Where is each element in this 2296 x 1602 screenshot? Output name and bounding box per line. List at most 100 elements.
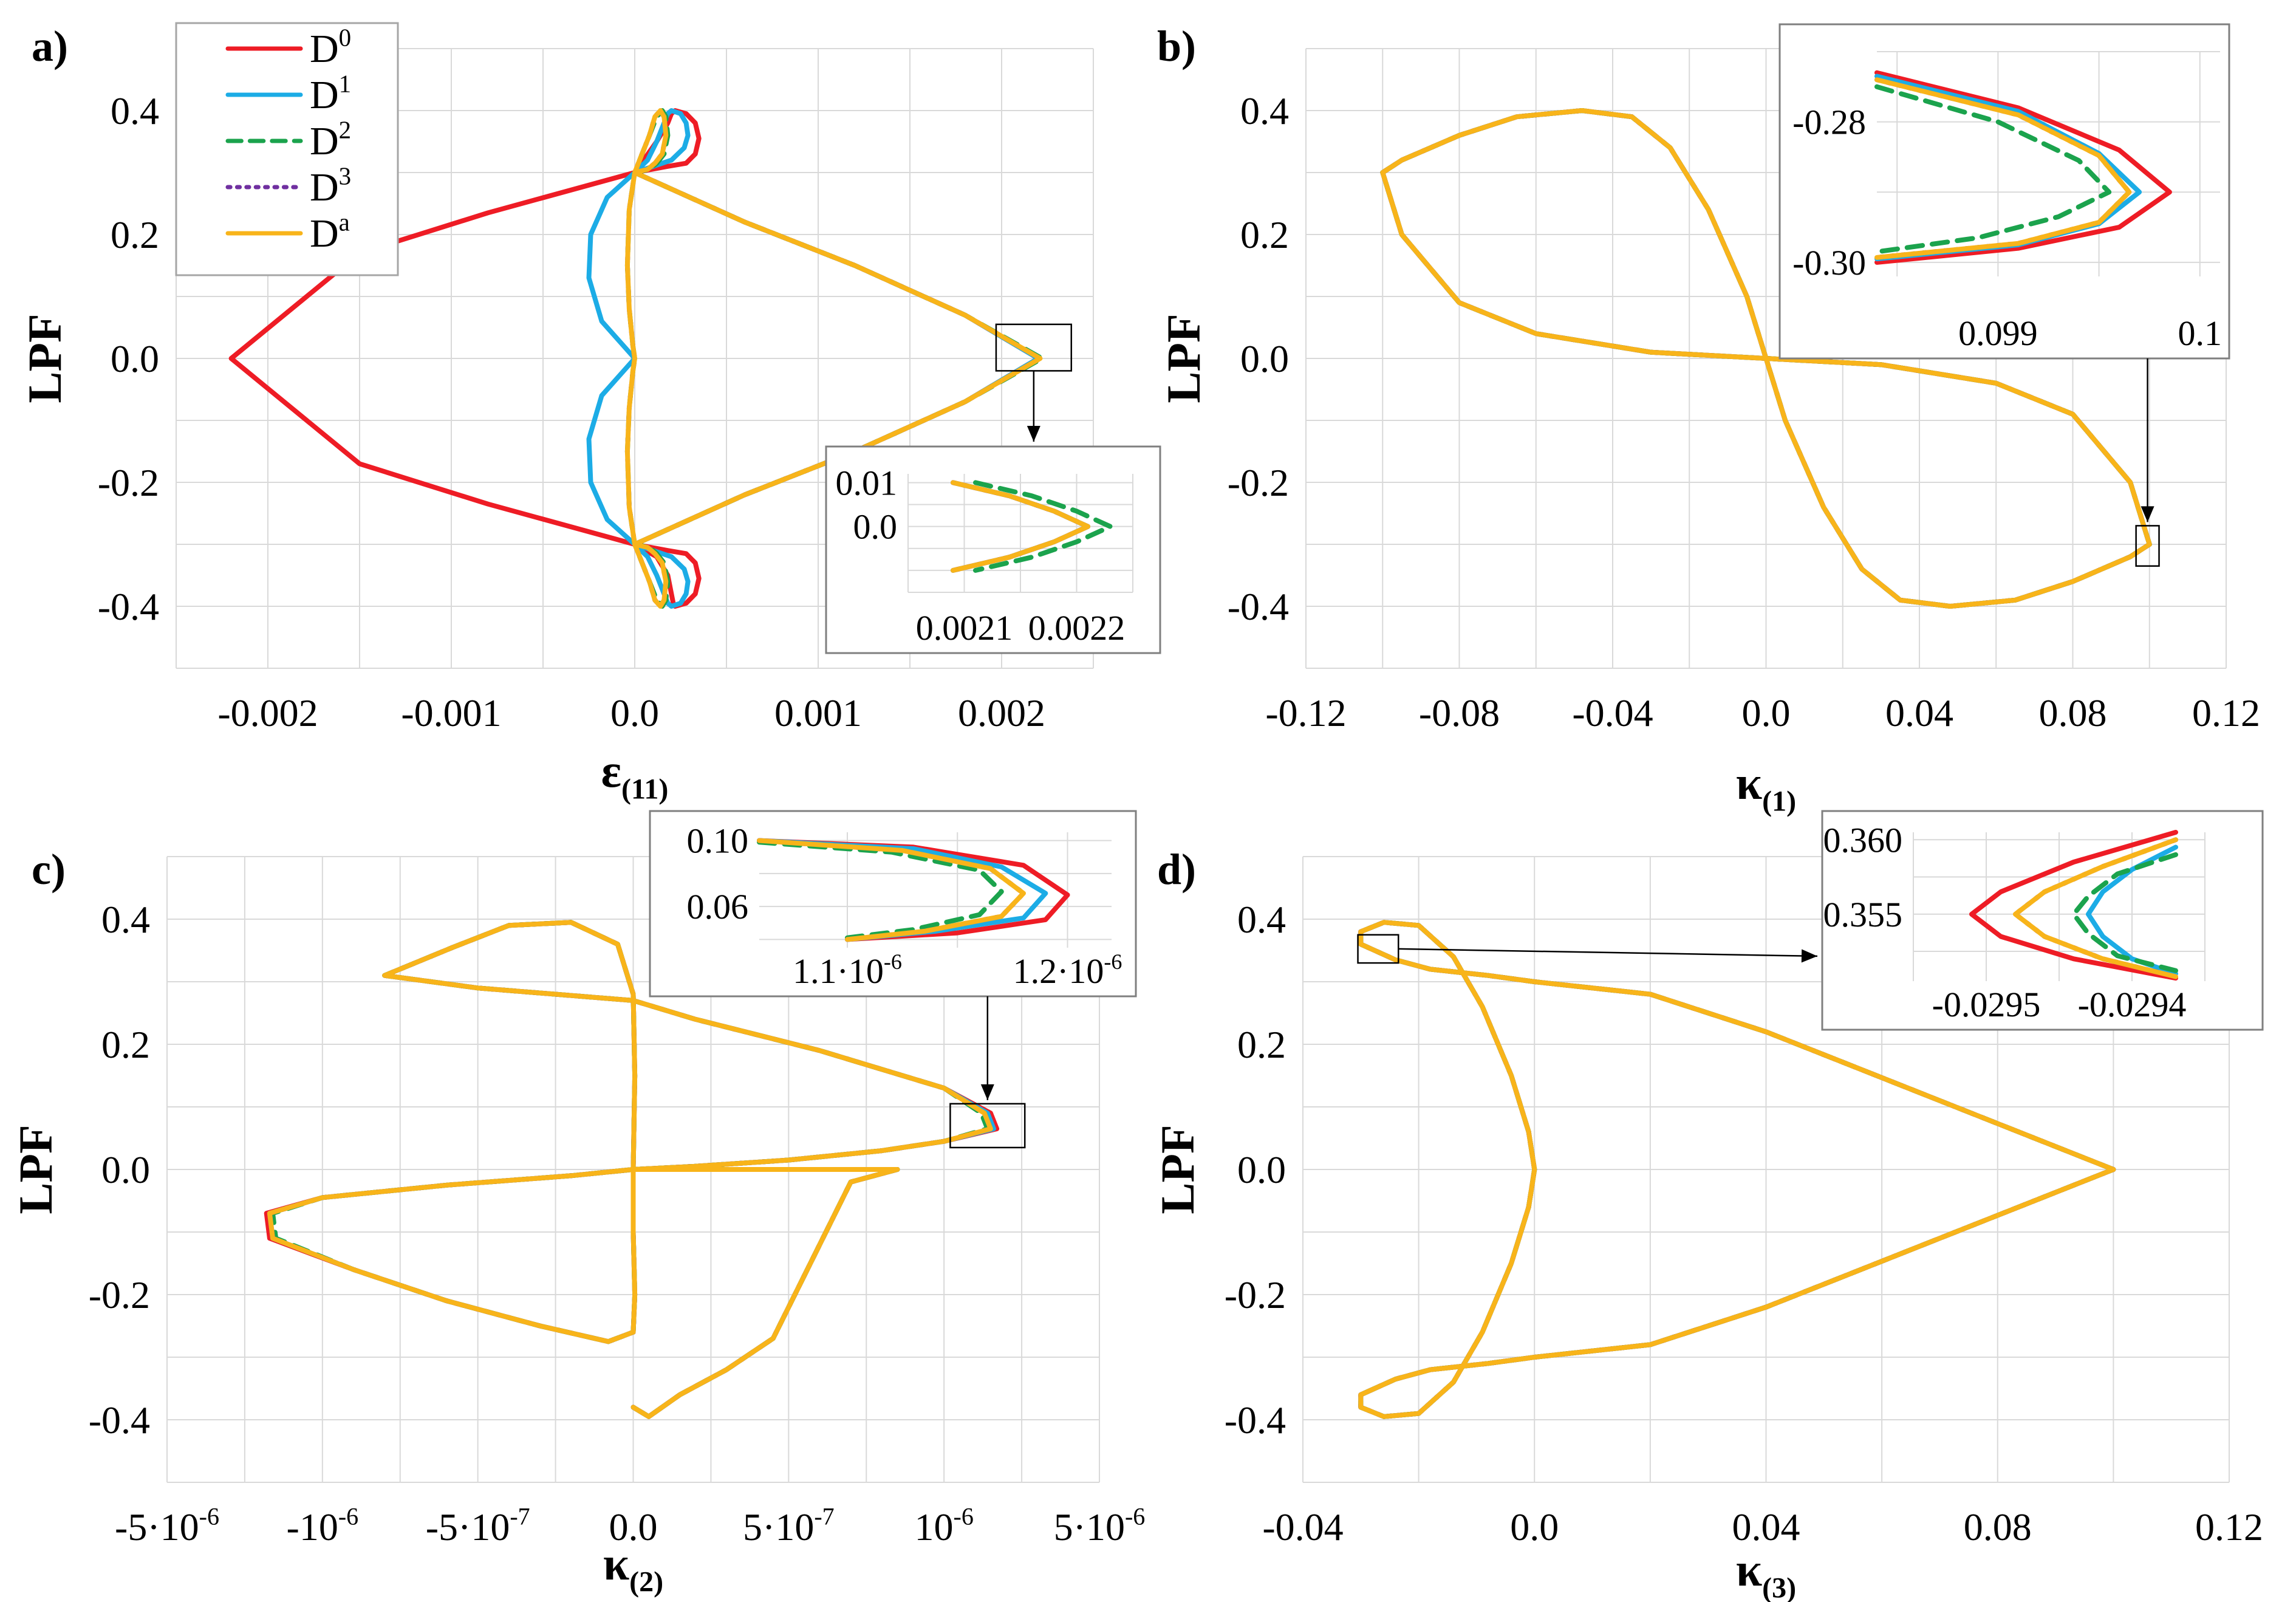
x-tick-label: 0.08 — [1964, 1505, 2032, 1549]
x-tick-label: 10-6 — [915, 1502, 974, 1549]
zoom-region — [949, 1103, 1026, 1149]
x-axis-label: κ(3) — [1736, 1543, 1796, 1602]
x-axis-label: κ(1) — [1736, 756, 1796, 818]
zoom-arrow-head — [980, 1084, 994, 1100]
inset-frame — [649, 810, 1137, 998]
series-group — [1358, 920, 2116, 1419]
inset-y-tick-label: -0.30 — [1792, 243, 1866, 282]
x-tick-label: 0.08 — [2039, 691, 2107, 734]
chart-panel-1: -0.002 -0.001 0.0 0.001 0.002 0.4 0.2 0.0 -0.2 -0… — [18, 22, 1161, 806]
inset-series-line-Da — [2013, 837, 2178, 979]
legend-label-Da: Da — [310, 208, 350, 256]
chart-panel-4: -0.04 0.0 0.04 0.08 0.12 0.4 0.2 0.0 -0.2 -0.4 LPF… — [1151, 810, 2264, 1602]
inset-y-tick-label: 0.10 — [687, 821, 749, 861]
y-tick-label: 0.2 — [1237, 1023, 1286, 1066]
inset-y-tick-label: 0.06 — [687, 887, 749, 926]
series-group — [1380, 108, 2152, 609]
panel-label: c) — [32, 845, 66, 894]
inset-series-line-Da — [1874, 77, 2132, 260]
panel-label: d) — [1157, 845, 1196, 894]
inset-y-tick-label: 0.360 — [1823, 820, 1903, 860]
y-tick-label: -0.2 — [1225, 1273, 1286, 1316]
x-tick-label: -0.002 — [217, 691, 318, 734]
zoom-arrow-head — [1801, 949, 1817, 963]
inset-frame — [1778, 23, 2230, 360]
panel-label: b) — [1157, 22, 1196, 70]
x-tick-label: -5·10-6 — [115, 1502, 219, 1549]
series-line-Da — [1358, 920, 2116, 1419]
y-tick-label: -0.2 — [1228, 461, 1289, 504]
x-tick-label: -0.04 — [1262, 1505, 1343, 1549]
y-tick-label: -0.4 — [1228, 585, 1289, 628]
y-tick-label: 0.2 — [101, 1023, 150, 1066]
inset-chart: 1.1·10-6 1.2·10-6 0.10 0.06 — [649, 810, 1137, 998]
x-tick-label: 0.0 — [1742, 691, 1791, 734]
inset-x-tick-label: 1.2·10-6 — [1013, 950, 1122, 991]
y-tick-label: -0.2 — [98, 461, 159, 504]
inset-series-line-D1 — [2086, 844, 2178, 976]
chart-panel-3: -5·10-6 -10-6 -5·10-7 0.0 5·10-7 10-6 5·10-6 0.… — [9, 810, 1145, 1598]
y-tick-label: 0.4 — [1237, 898, 1286, 941]
gridlines — [1302, 856, 2230, 1483]
x-tick-label: -10-6 — [287, 1502, 359, 1549]
y-tick-label: 0.0 — [1240, 337, 1289, 380]
y-axis-label: LPF — [9, 1124, 62, 1214]
y-tick-label: 0.2 — [111, 213, 159, 256]
inset-series-line-D0 — [1969, 830, 2178, 981]
inset-series-line-D2 — [2071, 852, 2178, 973]
inset-chart: 0.0021 0.0022 0.01 0.0 — [825, 445, 1161, 654]
y-axis-label: LPF — [1151, 1124, 1204, 1214]
zoom-arrow-line — [1398, 948, 1818, 957]
legend-frame — [175, 22, 399, 276]
x-tick-label: 5·10-7 — [743, 1502, 835, 1549]
x-tick-label: -5·10-7 — [426, 1502, 530, 1549]
y-tick-label: -0.2 — [89, 1273, 150, 1316]
y-tick-label: 0.0 — [111, 337, 159, 380]
y-tick-label: -0.4 — [1225, 1398, 1286, 1442]
y-tick-label: 0.4 — [1240, 89, 1289, 132]
inset-series-line-D0 — [1874, 70, 2172, 265]
y-tick-label: 0.0 — [101, 1148, 150, 1191]
inset-series-line-D2 — [973, 480, 1113, 573]
inset-y-tick-label: 0.01 — [836, 463, 898, 502]
inset-x-tick-label: 0.0022 — [1028, 608, 1126, 648]
panel-label: a) — [32, 22, 68, 70]
zoom-region — [2135, 525, 2160, 567]
inset-series-line-D2 — [1874, 84, 2112, 255]
x-tick-label: 0.12 — [2192, 691, 2260, 734]
y-axis-label: LPF — [1157, 313, 1210, 403]
inset-x-tick-label: -0.0295 — [1932, 985, 2041, 1024]
x-tick-label: -0.001 — [401, 691, 501, 734]
legend-label-D1: D1 — [310, 70, 351, 117]
x-tick-label: 0.04 — [1732, 1505, 1800, 1549]
series-line-Da — [624, 108, 1043, 609]
inset-frame — [825, 445, 1161, 654]
series-line-Da — [267, 920, 993, 1419]
series-group — [264, 920, 1000, 1419]
inset-x-tick-label: 0.099 — [1958, 313, 2038, 353]
y-tick-label: -0.4 — [89, 1398, 150, 1442]
zoom-arrow-head — [2141, 506, 2154, 522]
x-tick-label: -0.08 — [1419, 691, 1500, 734]
x-tick-label: 0.0 — [610, 691, 659, 734]
inset-chart: 0.099 0.1 -0.28 -0.30 — [1778, 23, 2230, 360]
inset-frame — [1821, 810, 2264, 1031]
series-line-Da — [1380, 108, 2152, 609]
inset-y-tick-label: -0.28 — [1792, 103, 1866, 142]
y-tick-label: 0.4 — [111, 89, 159, 132]
inset-series-line-Da — [757, 838, 1026, 942]
inset-x-tick-label: -0.0294 — [2078, 985, 2187, 1024]
inset-x-tick-label: 0.1 — [2178, 313, 2223, 353]
inset-chart: -0.0295 -0.0294 0.360 0.355 — [1821, 810, 2264, 1031]
zoom-arrow-head — [1027, 426, 1040, 442]
inset-series-line-Da — [951, 480, 1090, 573]
chart-panel-2: -0.12 -0.08 -0.04 0.0 0.04 0.08 0.12 0.4 0.2 0.0 -… — [1157, 22, 2260, 818]
inset-y-tick-label: 0.0 — [853, 507, 898, 547]
x-axis-label: κ(2) — [603, 1537, 663, 1598]
x-axis-label: ε(11) — [601, 744, 669, 806]
x-tick-label: 0.0 — [609, 1505, 658, 1549]
y-tick-label: 0.2 — [1240, 213, 1289, 256]
inset-y-tick-label: 0.355 — [1823, 895, 1903, 934]
